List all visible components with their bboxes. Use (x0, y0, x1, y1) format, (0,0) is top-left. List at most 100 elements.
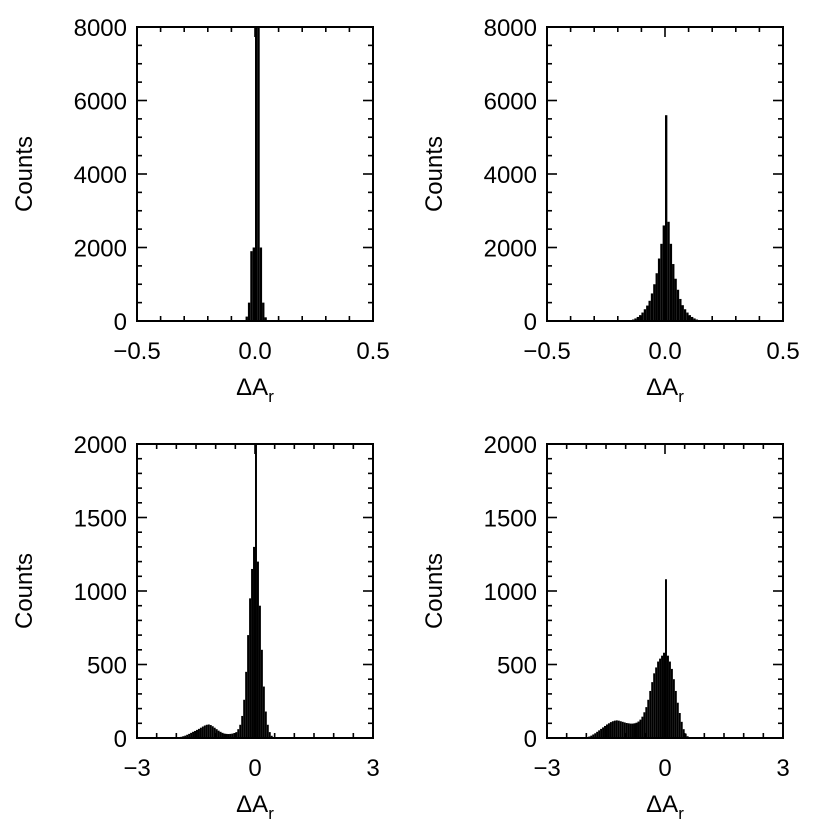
histogram-bar (188, 733, 191, 738)
histogram-bar (634, 318, 637, 321)
histogram-bar (649, 690, 652, 738)
y-axis-label: Counts (11, 553, 38, 629)
histogram-bar (623, 722, 626, 738)
x-tick-label: −3 (533, 755, 560, 782)
panel-top-right: −0.5 0.0 0.5 0 2000 4000 6000 8000 ΔAr Counts (421, 15, 800, 406)
histogram-bar (266, 724, 269, 738)
y-tick-label: 4000 (484, 162, 537, 189)
histogram-bar (662, 225, 665, 321)
histogram-bar (262, 302, 265, 322)
x-tick-label: 0.0 (648, 338, 681, 365)
histogram-bar (249, 598, 252, 738)
histogram-bar (674, 278, 677, 321)
plot-frame (546, 443, 784, 739)
x-tick-label: 0 (248, 755, 261, 782)
y-tick-label: 2000 (74, 432, 127, 459)
histogram-bar (264, 711, 267, 738)
plot-frame (546, 26, 784, 322)
histogram-bar (629, 723, 632, 738)
y-tick-label: 0 (524, 726, 537, 753)
histogram-bar (639, 315, 642, 321)
histogram-bar (631, 723, 634, 738)
histogram-bar (625, 723, 628, 738)
histogram-bar (235, 732, 238, 738)
histogram-bar (655, 667, 658, 738)
histogram-bar (219, 731, 222, 738)
histogram-bar (590, 735, 593, 738)
y-axis-label: Counts (421, 136, 448, 212)
histogram-bar (196, 729, 198, 738)
histogram-bar (602, 727, 605, 738)
histogram-bar (641, 716, 644, 738)
histogram-bar (678, 713, 681, 738)
y-axis-label: Counts (11, 136, 38, 212)
histogram-bar (223, 733, 226, 738)
x-axis-label: ΔAr (646, 374, 684, 406)
histogram-bar (596, 731, 599, 738)
y-tick-label: 0 (114, 309, 127, 336)
histogram-bar (217, 730, 220, 738)
histogram-bar (247, 635, 250, 738)
y-tick-label: 2000 (484, 236, 537, 263)
histogram-bar (199, 727, 202, 738)
histogram-bar (617, 720, 620, 738)
histogram-bar (686, 312, 689, 321)
histogram-bar (264, 317, 267, 321)
plot-frame (136, 26, 374, 322)
x-tick-label: 3 (366, 755, 379, 782)
histogram-bar (600, 728, 603, 738)
histogram-bar (270, 735, 273, 738)
x-tick-label: −3 (123, 755, 150, 782)
histogram-bar (655, 273, 658, 321)
histogram-bar (604, 725, 606, 738)
histogram-bar (668, 661, 671, 738)
histogram-bar (260, 649, 263, 738)
histogram-bar (225, 733, 228, 738)
histogram-bar (635, 722, 638, 738)
histogram-bar (231, 733, 234, 738)
histogram-bar (197, 728, 200, 738)
histogram-bar (241, 715, 244, 738)
histogram-bar (255, 27, 258, 321)
histogram-bar (611, 721, 614, 738)
histogram-bar (205, 724, 208, 738)
histogram-bar (258, 605, 261, 738)
histogram-bar (672, 679, 675, 738)
histogram-bar (609, 722, 612, 738)
histogram-bar (672, 264, 675, 321)
x-tick-label: 0.0 (238, 338, 271, 365)
histogram-bar (201, 726, 204, 738)
histogram-bar (651, 682, 654, 738)
histogram-bar (665, 579, 667, 738)
x-tick-label: 3 (776, 755, 789, 782)
histogram-bar (637, 721, 640, 738)
y-axis-label: Counts (421, 553, 448, 629)
histogram-bar (186, 734, 189, 738)
histogram-bar (641, 312, 644, 321)
histogram-bar (250, 251, 253, 321)
histogram-bar (221, 732, 224, 738)
histogram-bar (592, 734, 595, 738)
histogram-bar (676, 702, 679, 738)
histogram-bar (665, 115, 668, 321)
histogram-bar (598, 730, 601, 738)
histogram-bar (636, 316, 640, 321)
histogram-bar (184, 735, 187, 738)
histogram-bar (690, 316, 694, 321)
histogram-bar (680, 721, 683, 738)
histogram-bar (674, 690, 677, 738)
y-tick-label: 6000 (484, 89, 537, 116)
y-tick-label: 8000 (74, 15, 127, 42)
histogram-bar (661, 655, 664, 738)
histogram-bar (255, 444, 257, 738)
histogram-bar (646, 305, 649, 321)
histogram-bar (209, 725, 212, 738)
histogram-bar (247, 302, 251, 322)
histogram-bar (211, 726, 214, 738)
histogram-bar (268, 732, 271, 738)
histogram-bar (607, 723, 610, 738)
histogram-bar (663, 652, 665, 738)
